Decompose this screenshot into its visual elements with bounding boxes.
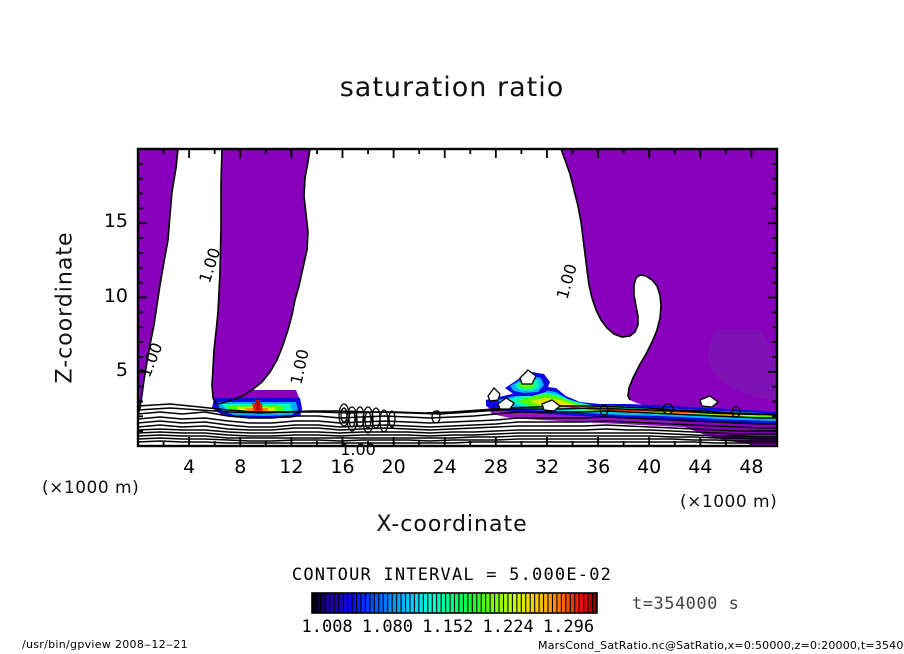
x-tick-label: 44 <box>688 456 713 478</box>
colorbar-tick-label: 1.224 <box>482 617 534 637</box>
x-tick-label: 36 <box>585 456 611 478</box>
contour-interval-note: CONTOUR INTERVAL = 5.000E-02 <box>291 565 613 585</box>
colorbar-tick-label: 1.008 <box>301 617 353 637</box>
wave-contours <box>338 369 741 434</box>
y-tick-label: 5 <box>115 358 128 381</box>
x-tick-label: 24 <box>432 456 457 478</box>
x-tick-label: 16 <box>330 456 355 478</box>
x-tick-label: 48 <box>739 456 764 478</box>
x-axis-title: X-coordinate <box>376 512 528 537</box>
x-tick-label: 40 <box>637 456 662 478</box>
page-title: saturation ratio <box>339 72 565 103</box>
x-tick-label: 28 <box>483 456 508 478</box>
x-axis-unit-left: (×1000 m) <box>42 478 140 498</box>
colorbar <box>311 592 598 614</box>
y-tick-label: 10 <box>103 284 128 307</box>
terrain-contours <box>138 403 777 444</box>
colorbar-tick-label: 1.080 <box>361 617 414 637</box>
axis-ticks <box>137 148 778 447</box>
x-tick-label: 8 <box>234 456 247 478</box>
colorbar-band-separators <box>315 594 594 612</box>
footer-command: /usr/bin/gpview 2008‒12‒21 <box>22 638 188 651</box>
x-tick-label: 12 <box>279 456 304 478</box>
supersaturation-outline <box>138 149 662 416</box>
colorbar-tick-label: 1.296 <box>542 617 595 637</box>
x-tick-label: 4 <box>183 456 196 478</box>
plot-data-area <box>138 149 777 446</box>
footer-dataset-info: MarsCond_SatRatio.nc@SatRatio,x=0:50000,… <box>538 639 904 652</box>
contour-label-value: 1.00 <box>340 440 376 459</box>
x-axis-unit-right: (×1000 m) <box>680 492 778 512</box>
time-annotation: t=354000 s <box>632 594 740 614</box>
y-axis-title: Z-coordinate <box>52 231 78 384</box>
x-tick-label: 20 <box>381 456 406 478</box>
y-tick-label: 15 <box>103 210 128 233</box>
x-tick-label: 32 <box>534 456 560 478</box>
colorbar-tick-label: 1.152 <box>422 617 474 637</box>
